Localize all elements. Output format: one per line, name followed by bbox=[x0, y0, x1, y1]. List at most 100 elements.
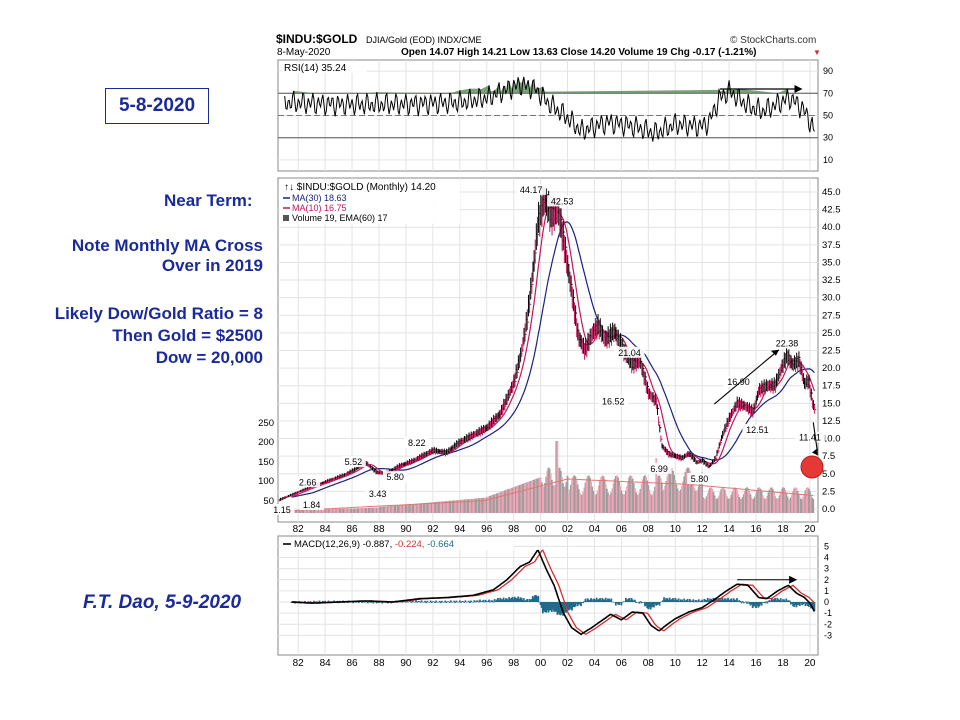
macd-x-tick-label: 02 bbox=[562, 658, 574, 669]
volume-bar bbox=[543, 486, 545, 513]
volume-bar bbox=[408, 504, 411, 513]
macd-histogram-bar bbox=[619, 602, 622, 603]
macd-y-tick: 3 bbox=[824, 564, 829, 574]
volume-bar bbox=[702, 497, 705, 513]
macd-histogram-bar bbox=[536, 596, 539, 603]
volume-bar bbox=[308, 510, 311, 513]
volume-bar bbox=[692, 484, 695, 513]
macd-histogram-bar bbox=[591, 600, 594, 603]
target-circle bbox=[800, 455, 824, 479]
rsi-y-tick: 90 bbox=[823, 66, 833, 76]
volume-bar bbox=[732, 488, 735, 513]
macd-histogram-bar bbox=[557, 602, 560, 614]
volume-bar bbox=[526, 482, 529, 513]
macd-histogram-bar bbox=[541, 602, 544, 614]
price-y-tick: 22.5 bbox=[822, 346, 841, 357]
macd-y-tick: 2 bbox=[824, 575, 829, 585]
x-tick-label: 14 bbox=[724, 524, 736, 535]
volume-bar bbox=[623, 494, 626, 513]
volume-bar bbox=[668, 468, 671, 513]
volume-bar bbox=[681, 486, 683, 513]
volume-bar bbox=[457, 500, 460, 513]
macd-histogram-bar bbox=[558, 602, 561, 615]
volume-bar bbox=[506, 489, 508, 513]
volume-bar bbox=[561, 477, 563, 513]
macd-histogram-bar bbox=[705, 599, 708, 603]
volume-bar bbox=[767, 492, 770, 513]
volume-bar bbox=[553, 487, 555, 513]
volume-bar bbox=[549, 473, 552, 513]
ma-cross-note: Note Monthly MA Cross Over in 2019 bbox=[72, 236, 263, 276]
volume-bar bbox=[403, 504, 406, 513]
macd-histogram-bar bbox=[746, 602, 748, 604]
macd-histogram-bar bbox=[465, 602, 468, 603]
volume-bar bbox=[511, 487, 514, 513]
price-y-tick: 2.5 bbox=[822, 486, 835, 497]
volume-bar bbox=[484, 497, 487, 513]
volume-bar bbox=[662, 491, 664, 513]
volume-bar bbox=[645, 476, 647, 513]
volume-bar bbox=[339, 508, 342, 513]
volume-bar bbox=[616, 475, 618, 513]
macd-histogram-bar bbox=[443, 602, 445, 603]
macd-histogram-bar bbox=[683, 598, 686, 603]
volume-bar bbox=[592, 491, 595, 513]
volume-bar bbox=[360, 508, 362, 513]
volume-bar bbox=[316, 509, 319, 513]
volume-bar bbox=[683, 476, 686, 513]
macd-histogram-bar bbox=[535, 595, 538, 603]
volume-bar bbox=[438, 501, 441, 513]
volume-bar bbox=[415, 503, 417, 513]
author-credit: F.T. Dao, 5-9-2020 bbox=[83, 592, 242, 613]
volume-bar bbox=[474, 498, 477, 513]
macd-histogram-bar bbox=[769, 600, 772, 603]
volume-bar bbox=[647, 485, 650, 513]
near-term-heading: Near Term: bbox=[164, 191, 253, 210]
macd-histogram-bar bbox=[582, 602, 585, 604]
volume-bar bbox=[497, 493, 499, 513]
macd-histogram-bar bbox=[664, 599, 667, 603]
volume-bar bbox=[545, 476, 548, 513]
price-y-tick: 32.5 bbox=[822, 275, 841, 286]
volume-bar bbox=[385, 506, 388, 513]
macd-histogram-bar bbox=[692, 599, 695, 603]
macd-histogram-bar bbox=[540, 602, 543, 608]
price-y-tick: 0.0 bbox=[822, 504, 835, 515]
macd-legend: MACD(12,26,9) -0.887, -0.224, -0.664 bbox=[294, 539, 454, 550]
macd-histogram-bar bbox=[630, 597, 633, 603]
macd-histogram-bar bbox=[787, 600, 790, 603]
macd-histogram-bar bbox=[405, 602, 407, 603]
volume-bar bbox=[550, 479, 553, 513]
chart-date: 8-May-2020 bbox=[277, 47, 331, 58]
volume-bar bbox=[750, 497, 753, 513]
price-legend-bg bbox=[280, 180, 460, 224]
macd-histogram-bar bbox=[655, 602, 658, 606]
volume-bar bbox=[473, 498, 476, 513]
volume-bar bbox=[498, 492, 500, 513]
volume-bar bbox=[792, 491, 794, 513]
macd-histogram-bar bbox=[651, 602, 654, 607]
volume-bar bbox=[697, 486, 700, 513]
macd-histogram-bar bbox=[665, 598, 668, 603]
macd-histogram-bar bbox=[798, 602, 801, 607]
macd-histogram-bar bbox=[435, 600, 438, 603]
macd-histogram-bar bbox=[454, 602, 457, 604]
macd-histogram-bar bbox=[346, 602, 349, 604]
volume-bar bbox=[573, 475, 576, 513]
volume-bar bbox=[326, 509, 329, 513]
macd-histogram-bar bbox=[632, 600, 635, 603]
macd-histogram-bar bbox=[495, 599, 498, 603]
macd-histogram-bar bbox=[802, 602, 805, 605]
volume-bar bbox=[530, 480, 533, 513]
volume-bar bbox=[462, 499, 465, 513]
macd-histogram-bar bbox=[727, 597, 729, 603]
volume-bar bbox=[600, 477, 603, 513]
macd-histogram-bar bbox=[486, 601, 489, 603]
macd-histogram-bar bbox=[622, 601, 625, 603]
volume-bar bbox=[515, 486, 517, 513]
macd-histogram-bar bbox=[315, 601, 318, 603]
macd-histogram-bar bbox=[796, 602, 799, 606]
macd-histogram-bar bbox=[522, 598, 525, 603]
volume-bar bbox=[798, 497, 801, 513]
macd-histogram-bar bbox=[409, 600, 412, 603]
